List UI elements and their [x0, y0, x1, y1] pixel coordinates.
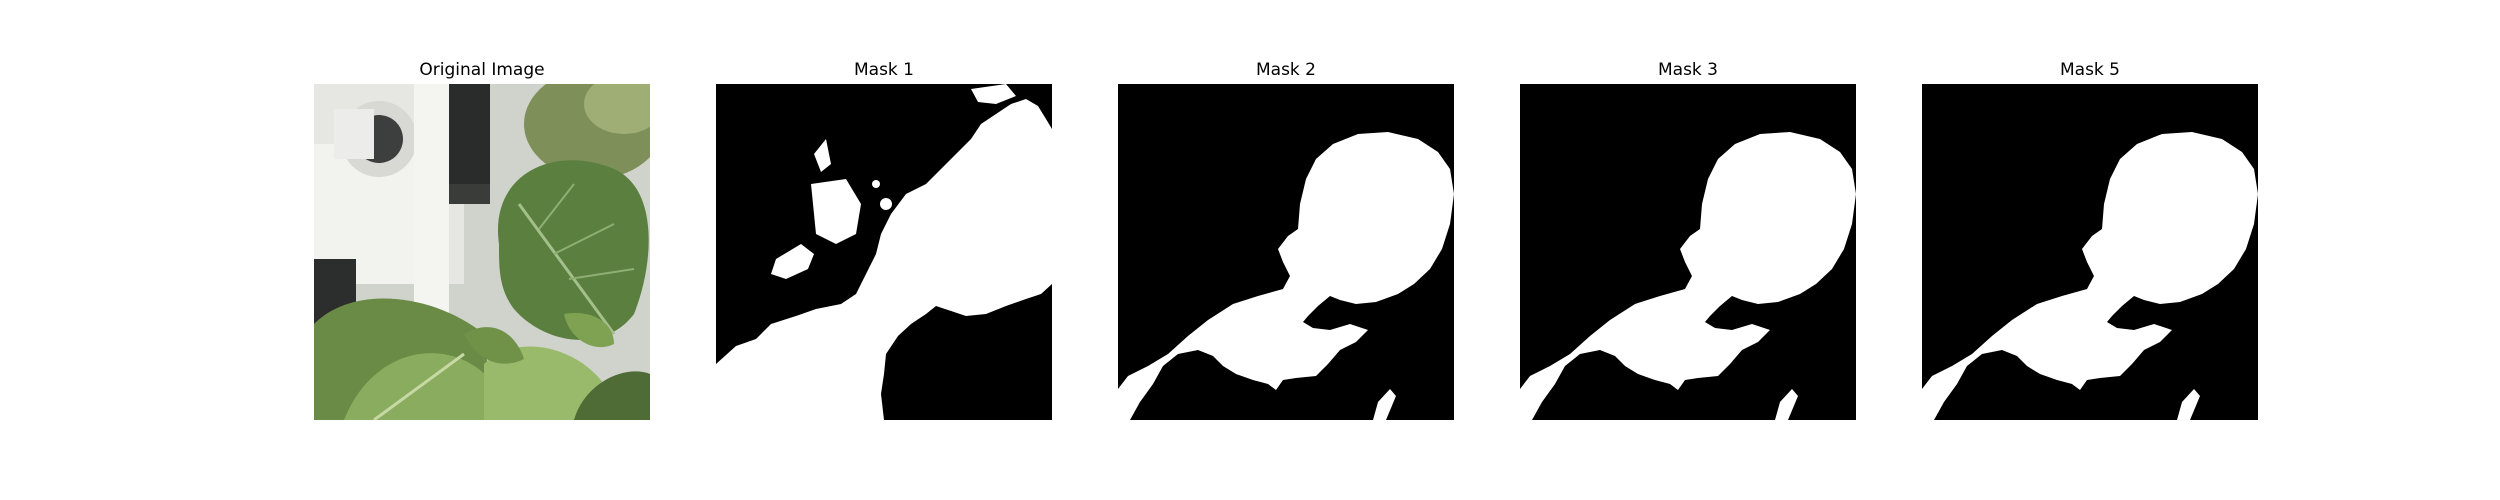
- original-image: [314, 84, 650, 420]
- panel-mask-1: Mask 1: [716, 58, 1052, 420]
- panel-mask-5: Mask 5: [1922, 58, 2258, 420]
- mask-3-image: [1520, 84, 1856, 420]
- panel-mask-3: Mask 3: [1520, 58, 1856, 420]
- panel-title: Mask 2: [1255, 60, 1316, 80]
- mask-5-image: [1922, 84, 2258, 420]
- panel-title: Mask 1: [853, 60, 914, 80]
- panel-title: Mask 3: [1657, 60, 1718, 80]
- mask-1-image: [716, 84, 1052, 420]
- panel-original-image: Original Image: [314, 58, 650, 420]
- panel-title: Original Image: [419, 60, 545, 80]
- mask-2-image: [1118, 84, 1454, 420]
- panel-mask-2: Mask 2: [1118, 58, 1454, 420]
- panel-title: Mask 5: [2059, 60, 2120, 80]
